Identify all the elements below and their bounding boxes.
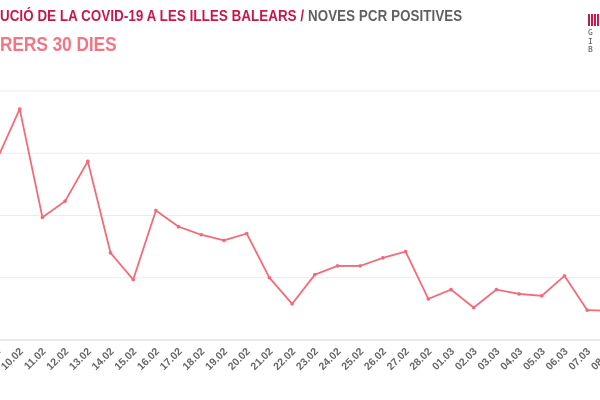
x-tick-label: 02.03 <box>453 346 480 373</box>
title-secondary: NOVES PCR POSITIVES <box>308 8 463 25</box>
data-point <box>403 249 408 254</box>
data-point <box>471 305 476 310</box>
x-tick-label: 05.03 <box>521 346 548 373</box>
data-point <box>40 215 45 220</box>
data-point <box>290 302 294 306</box>
data-point <box>358 264 363 268</box>
x-tick-label: 07.03 <box>566 346 593 373</box>
x-tick-label: 06.03 <box>544 346 571 373</box>
series-line <box>0 108 600 312</box>
data-point <box>176 224 181 229</box>
data-point <box>17 107 22 111</box>
data-point <box>267 275 272 280</box>
data-point <box>381 256 385 260</box>
x-tick-label: 21.02 <box>248 346 275 373</box>
logo-mark-icon <box>588 14 600 26</box>
x-tick-label: 16.02 <box>135 346 162 373</box>
logo-letter: B <box>588 45 593 54</box>
chart-subtitle: RERS 30 DIES <box>0 34 117 56</box>
x-tick-label: 15.02 <box>112 346 139 373</box>
data-point <box>222 238 226 243</box>
x-tick-label: 10.02 <box>0 346 26 373</box>
data-point <box>63 199 67 203</box>
data-point <box>244 231 249 236</box>
logo-letter: G <box>588 28 593 37</box>
data-point <box>86 159 90 164</box>
title-main: UCIÓ DE LA COVID-19 A LES ILLES BALEARS <box>0 8 297 25</box>
govern-logo: G I B <box>588 14 600 55</box>
x-tick-label: 22.02 <box>271 346 298 373</box>
x-tick-label: 13.02 <box>67 346 94 373</box>
logo-letter: I <box>588 36 593 46</box>
x-tick-label: 17.02 <box>158 346 185 373</box>
x-tick-label: 28.02 <box>407 346 434 373</box>
x-tick-label: 03.03 <box>475 346 502 373</box>
x-tick-label: 23.02 <box>294 346 321 373</box>
data-point <box>131 277 135 282</box>
x-tick-label: 11.02 <box>22 346 49 373</box>
data-point <box>517 292 521 296</box>
data-point <box>449 287 453 292</box>
data-point <box>585 308 589 312</box>
chart-title: UCIÓ DE LA COVID-19 A LES ILLES BALEARS … <box>0 8 462 26</box>
data-point <box>313 272 317 277</box>
x-tick-label: 25.02 <box>339 346 366 373</box>
x-tick-label: 26.02 <box>362 346 389 373</box>
x-tick-label: 08.03 <box>589 346 600 373</box>
x-tick-label: 18.02 <box>180 346 207 373</box>
x-tick-label: 14.02 <box>90 346 117 373</box>
data-point <box>562 274 567 278</box>
x-tick-label: 19.02 <box>203 346 230 373</box>
x-tick-label: 04.03 <box>498 346 525 373</box>
data-point <box>199 232 204 237</box>
data-point <box>540 294 544 298</box>
x-tick-label: 24.02 <box>317 346 344 373</box>
data-point <box>108 251 113 255</box>
data-point <box>335 264 340 268</box>
x-tick-label: 20.02 <box>226 346 253 373</box>
x-tick-label: 01.03 <box>430 346 457 373</box>
data-point <box>494 287 499 292</box>
x-tick-label: 27.02 <box>385 346 412 373</box>
x-tick-label: 12.02 <box>44 346 71 373</box>
data-point <box>154 208 158 213</box>
title-separator: / <box>296 8 309 25</box>
data-point <box>426 297 431 301</box>
